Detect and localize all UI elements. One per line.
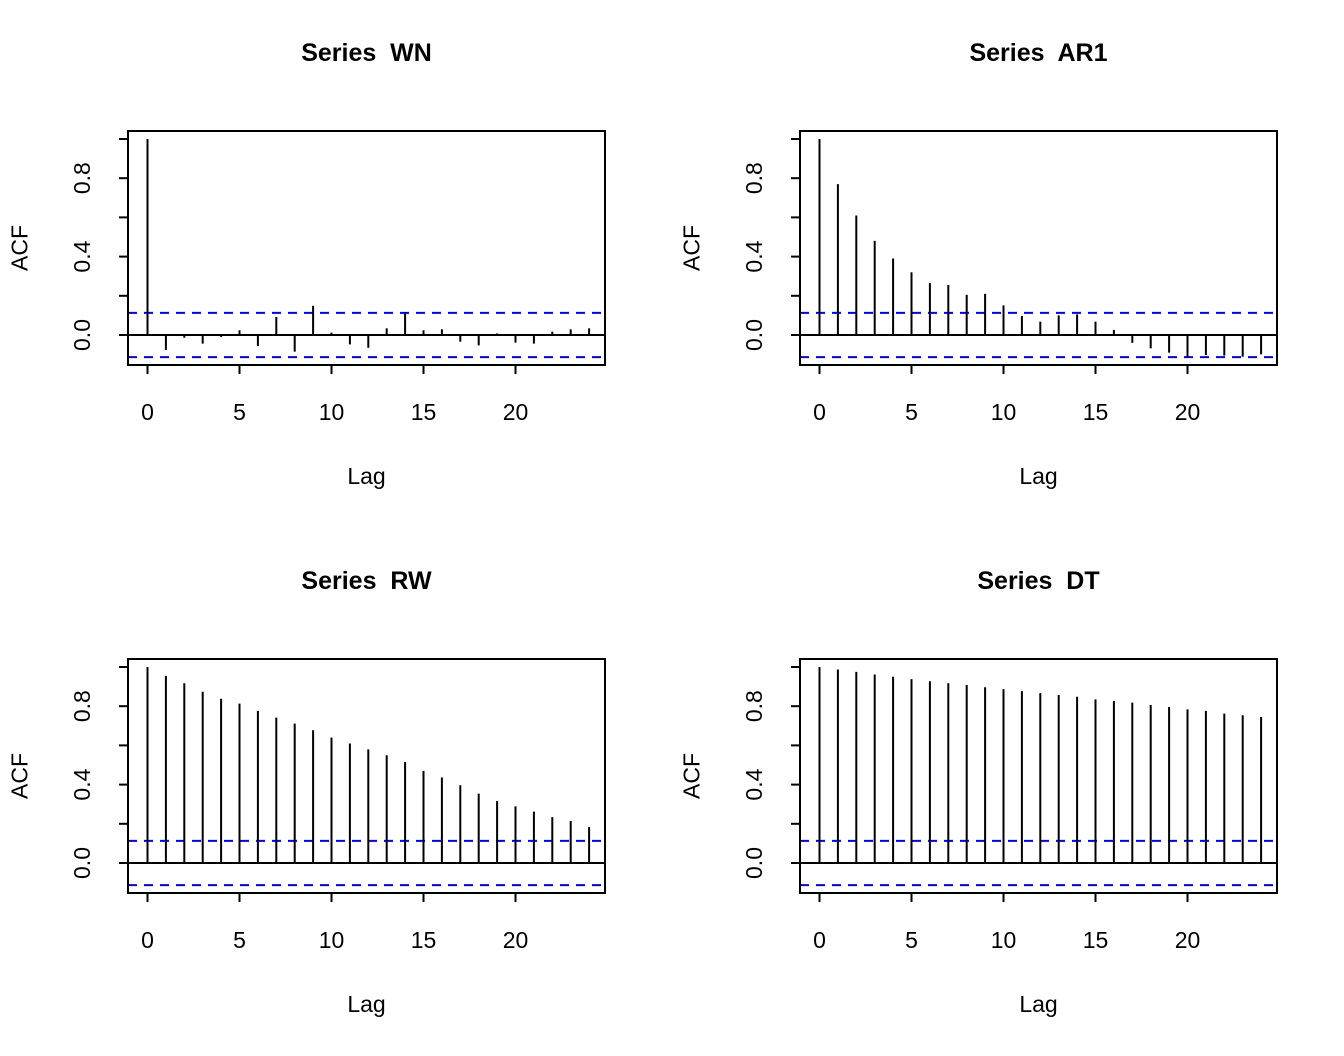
plot-area-ar1: 0 5 10 15 20 0.0 0.4 0.8 xyxy=(741,130,1278,425)
panel-title: Series WN xyxy=(301,39,432,67)
x-axis-label: Lag xyxy=(347,463,386,489)
plot-box xyxy=(799,130,1278,366)
plot-area-wn: 0 5 10 15 20 0.0 0.4 0.8 xyxy=(69,130,606,425)
x-tick-label: 20 xyxy=(503,399,529,425)
plot-box xyxy=(127,658,606,894)
x-axis-label: Lag xyxy=(347,991,386,1017)
x-tick-label: 20 xyxy=(1175,399,1201,425)
y-tick-label: 0.4 xyxy=(741,768,767,800)
x-tick-label: 5 xyxy=(233,399,246,425)
x-tick-label: 0 xyxy=(141,399,154,425)
x-axis-label: Lag xyxy=(1019,991,1058,1017)
y-tick-label: 0.8 xyxy=(69,162,95,194)
x-tick-label: 20 xyxy=(1175,927,1201,953)
x-tick-label: 15 xyxy=(411,927,437,953)
y-tick-label: 0.0 xyxy=(741,847,767,879)
plot-box xyxy=(127,130,606,366)
x-tick-label: 15 xyxy=(1083,927,1109,953)
panel-series-rw: Series RW ACF Lag 0 5 10 15 20 0.0 0.4 0.8 xyxy=(0,528,672,1056)
x-tick-label: 5 xyxy=(905,399,918,425)
x-tick-label: 0 xyxy=(813,399,826,425)
x-tick-label: 5 xyxy=(233,927,246,953)
panel-series-ar1: Series AR1 ACF Lag 0 5 10 15 20 0.0 0.4 0.8 xyxy=(672,0,1344,528)
x-tick-label: 0 xyxy=(141,927,154,953)
x-tick-label: 15 xyxy=(411,399,437,425)
y-tick-label: 0.4 xyxy=(69,768,95,800)
y-tick-label: 0.0 xyxy=(69,319,95,351)
panel-series-wn: Series WN ACF Lag 0 5 10 15 20 0.0 0.4 0.8 xyxy=(0,0,672,528)
x-tick-label: 10 xyxy=(319,399,345,425)
y-tick-label: 0.8 xyxy=(69,690,95,722)
panel-title: Series DT xyxy=(977,567,1100,595)
plot-box xyxy=(799,658,1278,894)
y-tick-label: 0.8 xyxy=(741,162,767,194)
x-tick-label: 20 xyxy=(503,927,529,953)
y-tick-label: 0.4 xyxy=(741,240,767,272)
plot-area-rw: 0 5 10 15 20 0.0 0.4 0.8 xyxy=(69,658,606,953)
y-tick-label: 0.8 xyxy=(741,690,767,722)
panel-title: Series AR1 xyxy=(969,39,1108,67)
y-tick-label: 0.0 xyxy=(69,847,95,879)
x-tick-label: 10 xyxy=(991,927,1017,953)
x-tick-label: 15 xyxy=(1083,399,1109,425)
y-tick-label: 0.0 xyxy=(741,319,767,351)
y-tick-label: 0.4 xyxy=(69,240,95,272)
x-tick-label: 10 xyxy=(991,399,1017,425)
x-axis-label: Lag xyxy=(1019,463,1058,489)
x-tick-label: 5 xyxy=(905,927,918,953)
x-tick-label: 0 xyxy=(813,927,826,953)
plot-area-dt: 0 5 10 15 20 0.0 0.4 0.8 xyxy=(741,658,1278,953)
panel-series-dt: Series DT ACF Lag 0 5 10 15 20 0.0 0.4 0.8 xyxy=(672,528,1344,1056)
x-tick-label: 10 xyxy=(319,927,345,953)
panel-title: Series RW xyxy=(301,567,432,595)
